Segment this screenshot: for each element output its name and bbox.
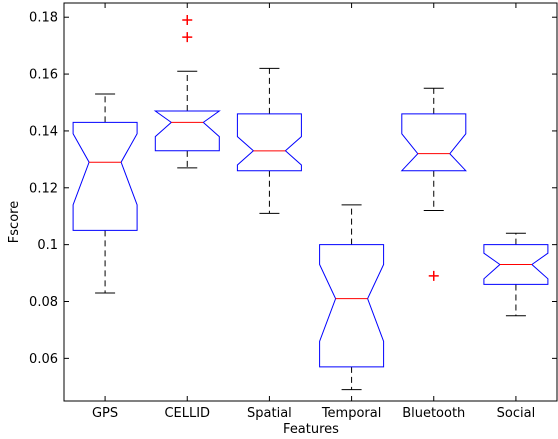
y-tick-label: 0.08 [29,295,58,310]
y-tick-label: 0.12 [29,181,58,196]
box-spatial [236,67,302,214]
outlier-marker [182,15,193,26]
boxes-layer [72,15,549,391]
outlier-marker [182,32,193,43]
y-tick-label: 0.1 [37,238,58,253]
box-gps [72,93,138,294]
x-tick-label: Bluetooth [402,406,465,421]
x-tick-label: Spatial [247,406,292,421]
box-cellid [153,15,221,169]
x-axis-title: Features [283,422,339,437]
notched-box [236,113,302,172]
box-social [483,232,549,317]
notched-box [319,244,385,368]
notched-box [153,110,221,152]
notched-box [72,121,138,231]
x-tick-label: Temporal [321,406,382,421]
notched-box [483,244,549,285]
axes-layer [63,2,558,402]
y-axis-title: Fscore [7,201,22,243]
box-temporal [319,204,385,391]
y-tick-label: 0.18 [29,11,58,26]
x-tick-label: GPS [92,406,118,421]
outlier-marker [428,270,439,281]
y-tick-label: 0.14 [29,124,58,139]
ticks-layer: 0.06 0.08 0.1 0.12 0.14 0.16 0.18 GPS CELLID Spat… [29,3,557,421]
notched-box [400,113,467,172]
y-tick-label: 0.06 [29,352,58,367]
box-bluetooth [400,87,467,281]
x-tick-label: Social [497,406,536,421]
x-tick-label: CELLID [164,406,210,421]
axes-frame [63,2,558,402]
y-tick-label: 0.16 [29,68,58,83]
